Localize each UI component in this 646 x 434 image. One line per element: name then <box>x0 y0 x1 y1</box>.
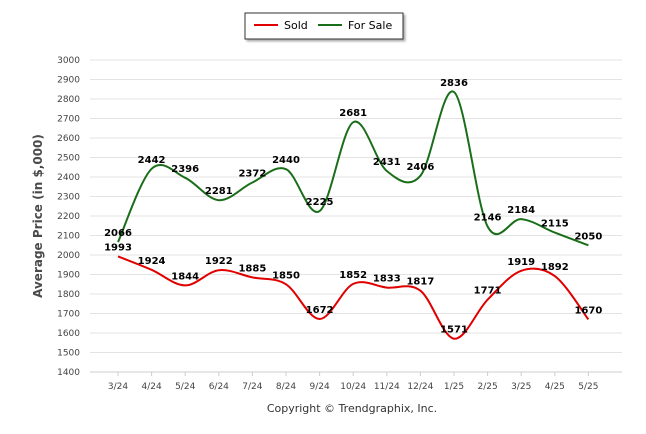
data-label: 2396 <box>171 164 199 175</box>
data-labels: 1993 1924 1844 1922 1885 1850 1672 1852 1833 1817… <box>104 78 602 336</box>
y-tick-label: 1500 <box>57 349 80 359</box>
x-tick-label: 10/24 <box>340 382 366 392</box>
y-tick-label: 2600 <box>57 134 80 144</box>
x-tick-label: 12/24 <box>407 382 433 392</box>
x-tick-label: 7/24 <box>242 382 262 392</box>
data-label: 2281 <box>205 186 233 197</box>
data-label: 1670 <box>574 305 602 316</box>
data-label: 1993 <box>104 242 132 253</box>
legend-label-sold: Sold <box>284 19 308 32</box>
y-tick-label: 2800 <box>57 95 80 105</box>
x-tick-label: 1/25 <box>444 382 464 392</box>
data-label: 2050 <box>574 231 602 242</box>
data-label: 2372 <box>238 168 266 179</box>
y-tick-label: 1600 <box>57 329 80 339</box>
x-tick-label: 8/24 <box>276 382 296 392</box>
data-label: 1571 <box>440 325 468 336</box>
x-tick-label: 2/25 <box>477 382 497 392</box>
x-tick-label: 5/25 <box>578 382 598 392</box>
data-label: 1885 <box>238 263 266 274</box>
y-tick-label: 2900 <box>57 76 80 86</box>
series-line-sold <box>117 255 590 340</box>
data-label: 2681 <box>339 108 367 119</box>
y-axis-label: Average Price (in $,000) <box>31 134 45 298</box>
series <box>117 90 590 340</box>
data-label: 2146 <box>474 213 502 224</box>
data-label: 2225 <box>306 197 334 208</box>
x-tick-label: 5/24 <box>175 382 195 392</box>
data-label: 1850 <box>272 270 300 281</box>
axes: 1400 1500 1600 1700 1800 1900 2000 2100 2200 2300… <box>57 56 622 392</box>
data-label: 1924 <box>138 256 166 267</box>
y-tick-label: 1700 <box>57 310 80 320</box>
y-tick-label: 2300 <box>57 193 80 203</box>
data-label: 1919 <box>507 257 535 268</box>
data-label: 1852 <box>339 270 367 281</box>
data-label: 1672 <box>306 305 334 316</box>
data-label: 2406 <box>406 162 434 173</box>
data-label: 2184 <box>507 205 535 216</box>
data-label: 2115 <box>541 219 569 230</box>
data-label: 2442 <box>138 155 166 166</box>
x-tick-label: 9/24 <box>309 382 329 392</box>
series-line-for-sale <box>117 90 589 247</box>
data-label: 2066 <box>104 228 132 239</box>
y-tick-label: 2100 <box>57 232 80 242</box>
data-label: 1922 <box>205 256 233 267</box>
x-tick-label: 3/24 <box>108 382 128 392</box>
y-tick-label: 2200 <box>57 212 80 222</box>
x-tick-label: 3/25 <box>511 382 531 392</box>
x-tick-label: 11/24 <box>374 382 400 392</box>
copyright-text: Copyright © Trendgraphix, Inc. <box>267 402 437 415</box>
data-label: 1771 <box>474 286 502 297</box>
data-label: 1844 <box>171 271 199 282</box>
y-tick-label: 1400 <box>57 368 80 378</box>
x-tick-label: 6/24 <box>209 382 229 392</box>
y-tick-label: 2000 <box>57 251 80 261</box>
x-tick-label: 4/25 <box>545 382 565 392</box>
y-tick-label: 1800 <box>57 290 80 300</box>
y-tick-label: 1900 <box>57 271 80 281</box>
y-tick-label: 2700 <box>57 115 80 125</box>
data-label: 2836 <box>440 78 468 89</box>
y-tick-label: 2500 <box>57 154 80 164</box>
y-tick-label: 3000 <box>57 56 80 66</box>
data-label: 2431 <box>373 157 401 168</box>
data-label: 1833 <box>373 274 401 285</box>
data-label: 2440 <box>272 155 300 166</box>
y-tick-label: 2400 <box>57 173 80 183</box>
data-label: 1817 <box>406 277 434 288</box>
legend-label-for-sale: For Sale <box>348 19 392 32</box>
gridlines <box>90 59 622 373</box>
data-label: 1892 <box>541 262 569 273</box>
x-tick-label: 4/24 <box>141 382 161 392</box>
legend: Sold For Sale <box>244 12 404 40</box>
